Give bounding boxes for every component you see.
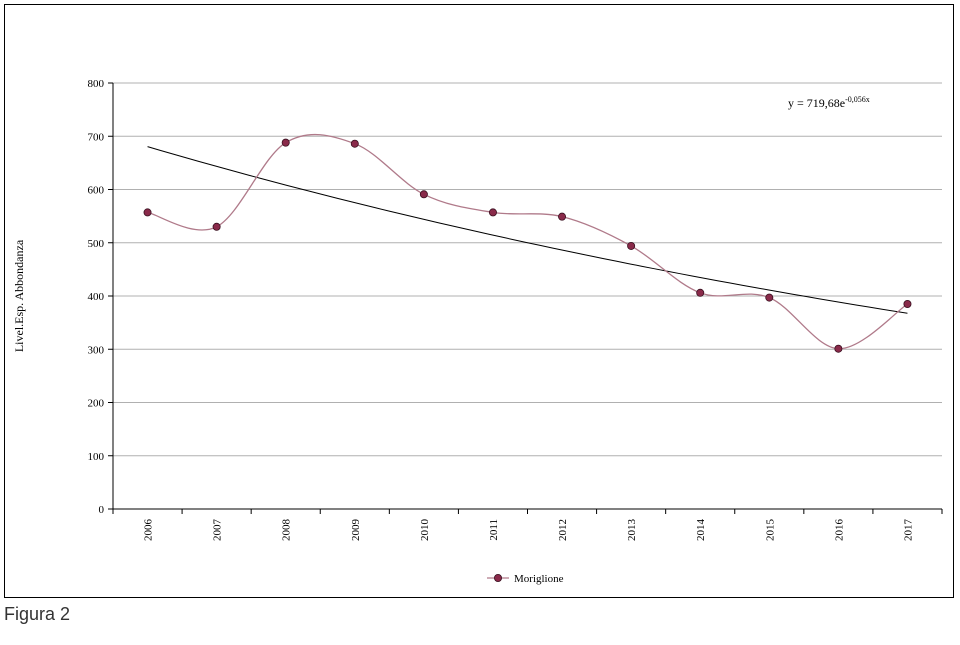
y-tick-label: 100 (88, 451, 105, 463)
x-tick-label: 2011 (488, 519, 500, 541)
axes (112, 83, 943, 514)
y-tick-label: 600 (88, 185, 105, 197)
data-point-2009 (350, 139, 359, 148)
y-tick-label: 0 (99, 504, 105, 516)
data-point-2016 (834, 344, 843, 353)
x-tick-label: 2007 (212, 519, 224, 542)
series-group (143, 133, 912, 353)
data-point-2017 (903, 299, 912, 308)
data-point-2006 (143, 208, 152, 217)
x-tick-label: 2008 (281, 519, 293, 542)
data-point-2015 (765, 293, 774, 302)
data-point-2013 (627, 241, 636, 250)
legend: Moriglione (487, 573, 564, 585)
data-point-2014 (696, 288, 705, 297)
data-point-2008 (281, 138, 290, 147)
data-point-2007 (212, 222, 221, 231)
x-tick-label: 2010 (419, 519, 431, 542)
y-tick-label: 700 (88, 131, 105, 143)
trendline-equation-exponent: -0,056x (845, 95, 870, 104)
y-axis-title: Livel.Esp. Abbondanza (12, 239, 26, 352)
chart-frame: 0 100 200 300 400 500 600 700 800 2006 2007 2008 20… (4, 4, 954, 598)
x-tick-label: 2017 (902, 519, 914, 542)
trendline-equation-base: y = 719,68e (788, 96, 845, 110)
x-tick-label: 2009 (350, 519, 362, 542)
data-point-2010 (419, 190, 428, 199)
data-point-2012 (558, 212, 567, 221)
legend-marker (493, 574, 502, 583)
gridlines (108, 82, 942, 510)
x-tick-label: 2012 (557, 519, 569, 541)
series-line-moriglione (147, 133, 908, 350)
x-tick-label: 2013 (626, 519, 638, 542)
data-point-2011 (488, 208, 497, 217)
x-tick-label: 2015 (764, 519, 776, 542)
y-tick-label: 800 (88, 78, 105, 90)
y-tick-label: 200 (88, 398, 105, 410)
y-tick-label: 500 (88, 238, 105, 250)
y-tick-label: 400 (88, 291, 105, 303)
x-tick-label: 2006 (143, 519, 155, 542)
x-tick-label: 2016 (833, 519, 845, 542)
figure-caption: Figura 2 (4, 604, 71, 624)
x-tick-labels: 2006 2007 2008 2009 2010 2011 2012 2013 2014 2015… (143, 519, 915, 542)
y-tick-labels: 0 100 200 300 400 500 600 700 800 (88, 78, 105, 516)
trendline-group (147, 146, 908, 314)
trendline (147, 146, 908, 314)
x-tick-label: 2014 (695, 519, 707, 542)
legend-label-moriglione: Moriglione (514, 573, 564, 585)
y-tick-label: 300 (88, 344, 105, 356)
trendline-equation: y = 719,68e-0,056x (788, 95, 870, 110)
